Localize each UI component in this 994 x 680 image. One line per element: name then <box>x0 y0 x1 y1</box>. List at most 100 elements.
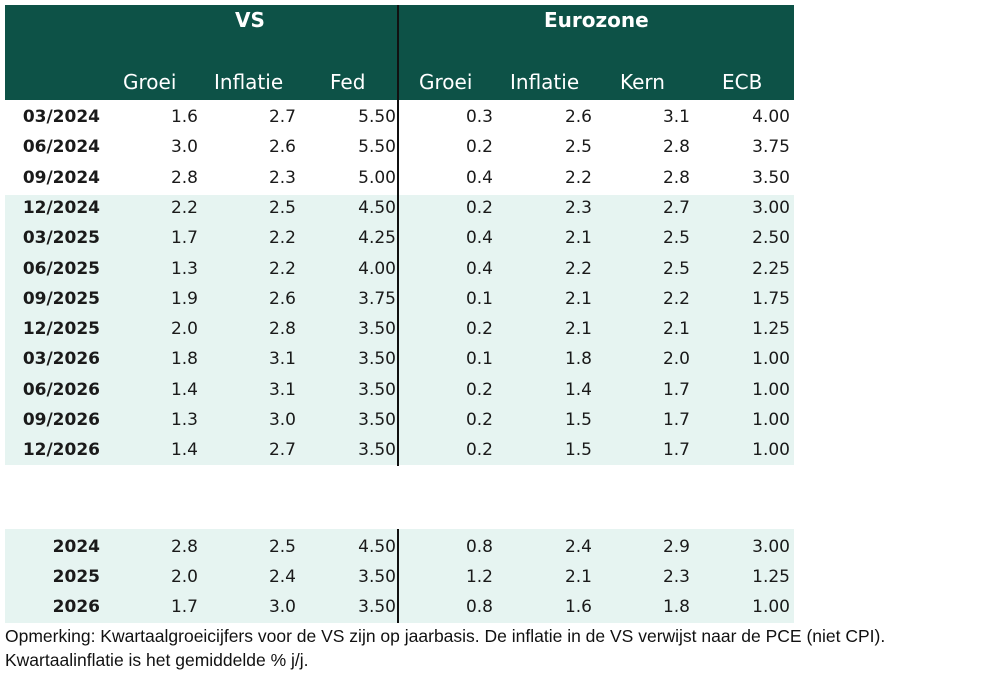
table-cell: 0.8 <box>465 537 493 557</box>
table-cell: 2.3 <box>662 567 690 587</box>
table-cell: 1.5 <box>564 410 592 430</box>
footnote: Opmerking: Kwartaalgroeicijfers voor de … <box>5 626 886 670</box>
table-cell: 2.2 <box>662 288 690 309</box>
annual-band <box>5 529 794 623</box>
column-divider <box>397 5 399 466</box>
table-cell: 0.1 <box>465 288 493 309</box>
table-cell: 3.1 <box>268 379 296 400</box>
table-cell: 4.50 <box>358 197 396 218</box>
table-cell: 2.3 <box>564 197 592 218</box>
table-cell: 1.6 <box>170 107 198 127</box>
table-cell: 1.7 <box>170 228 198 249</box>
table-cell: 2.0 <box>170 567 198 587</box>
table-cell: 3.75 <box>358 288 396 309</box>
table-cell: 3.50 <box>358 440 396 461</box>
table-cell: 1.7 <box>662 410 690 430</box>
table-cell: 3.50 <box>358 349 396 370</box>
table-cell: 1.25 <box>752 567 790 587</box>
table-cell: 2.7 <box>662 197 690 218</box>
table-cell: 2.2 <box>268 228 296 249</box>
column-divider-annual <box>397 529 399 623</box>
table-cell: 2.3 <box>268 167 296 188</box>
row-label: 09/2026 <box>22 410 100 430</box>
table-cell: 1.6 <box>564 597 592 617</box>
table-cell: 3.1 <box>268 349 296 370</box>
table-cell: 2.50 <box>752 228 790 249</box>
table-cell: 2.7 <box>268 107 296 127</box>
table-cell: 5.50 <box>358 107 396 127</box>
table-cell: 2.1 <box>564 288 592 309</box>
column-header-vs-groei: Groei <box>123 70 177 94</box>
table-cell: 2.6 <box>268 288 296 309</box>
row-label: 2025 <box>52 567 100 587</box>
column-header-ez-inflatie: Inflatie <box>510 70 580 94</box>
table-cell: 1.00 <box>752 379 790 400</box>
table-cell: 4.00 <box>358 258 396 279</box>
table-cell: 2.1 <box>564 319 592 340</box>
table-cell: 3.50 <box>358 319 396 340</box>
table-header <box>5 5 794 100</box>
group-header-eurozone: Eurozone <box>544 8 649 32</box>
table-cell: 2.2 <box>170 197 198 218</box>
table-cell: 1.2 <box>465 567 493 587</box>
table-cell: 4.00 <box>752 107 790 127</box>
table-cell: 1.3 <box>170 258 198 279</box>
group-header-vs: VS <box>235 8 265 32</box>
table-cell: 2.1 <box>564 228 592 249</box>
row-label: 12/2026 <box>22 440 100 461</box>
table-cell: 0.3 <box>465 107 493 127</box>
table-cell: 4.50 <box>358 537 396 557</box>
row-label: 03/2026 <box>22 349 100 370</box>
table-cell: 1.4 <box>170 440 198 461</box>
table-cell: 5.50 <box>358 137 396 158</box>
table-cell: 3.50 <box>358 379 396 400</box>
table-cell: 2.8 <box>170 167 198 188</box>
table-cell: 1.8 <box>170 349 198 370</box>
table-cell: 0.1 <box>465 349 493 370</box>
row-label: 12/2024 <box>22 197 100 218</box>
table-cell: 2.4 <box>564 537 592 557</box>
table-cell: 2.4 <box>268 567 296 587</box>
table-cell: 2.5 <box>564 137 592 158</box>
table-cell: 1.4 <box>564 379 592 400</box>
table-cell: 2.0 <box>662 349 690 370</box>
column-header-ecb: ECB <box>722 70 763 94</box>
table-cell: 2.6 <box>564 107 592 127</box>
table-cell: 3.75 <box>752 137 790 158</box>
row-label: 06/2026 <box>22 379 100 400</box>
table-cell: 2.8 <box>662 137 690 158</box>
row-label: 2024 <box>52 537 100 557</box>
table-cell: 2.8 <box>662 167 690 188</box>
table-cell: 2.8 <box>170 537 198 557</box>
table-cell: 1.00 <box>752 440 790 461</box>
table-cell: 1.5 <box>564 440 592 461</box>
row-label: 12/2025 <box>22 319 100 340</box>
table-cell: 0.4 <box>465 258 493 279</box>
column-header-kern: Kern <box>620 70 665 94</box>
table-cell: 0.8 <box>465 597 493 617</box>
table-cell: 2.1 <box>564 567 592 587</box>
table-cell: 0.2 <box>465 410 493 430</box>
table-cell: 1.8 <box>564 349 592 370</box>
table-cell: 1.00 <box>752 349 790 370</box>
table-cell: 0.4 <box>465 228 493 249</box>
table-cell: 0.2 <box>465 137 493 158</box>
table-cell: 2.2 <box>564 167 592 188</box>
row-label: 2026 <box>52 597 100 617</box>
table-cell: 1.00 <box>752 597 790 617</box>
table-cell: 1.7 <box>170 597 198 617</box>
table-cell: 2.5 <box>662 258 690 279</box>
table-cell: 4.25 <box>358 228 396 249</box>
table-cell: 1.25 <box>752 319 790 340</box>
table-cell: 2.5 <box>268 197 296 218</box>
table-cell: 1.8 <box>662 597 690 617</box>
table-cell: 1.9 <box>170 288 198 309</box>
table-cell: 0.2 <box>465 319 493 340</box>
table-cell: 2.8 <box>268 319 296 340</box>
table-cell: 1.75 <box>752 288 790 309</box>
table-cell: 2.7 <box>268 440 296 461</box>
table-cell: 3.50 <box>358 410 396 430</box>
table-cell: 3.00 <box>752 537 790 557</box>
row-label: 03/2025 <box>22 228 100 249</box>
table-cell: 1.7 <box>662 379 690 400</box>
